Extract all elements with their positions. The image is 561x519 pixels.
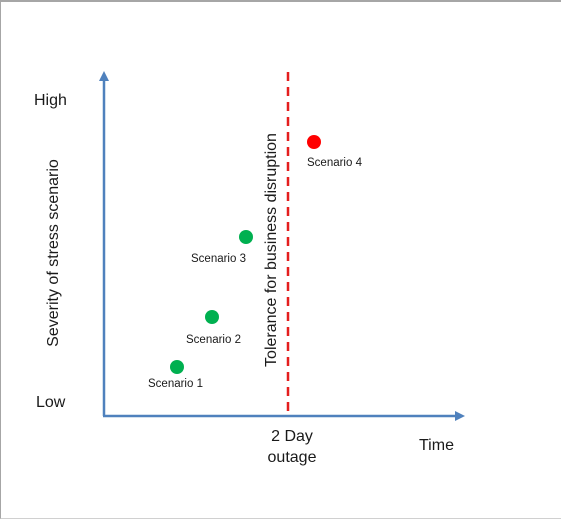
scenario-3-point (239, 230, 253, 244)
tolerance-label: Tolerance for business disruption (263, 133, 280, 367)
y-axis-title: Severity of stress scenario (45, 159, 62, 347)
y-axis-low-label: Low (36, 394, 66, 411)
y-axis-high-label: High (34, 92, 67, 109)
scenario-4-point (307, 135, 321, 149)
scenario-1-label: Scenario 1 (148, 378, 203, 390)
scenario-2-point (205, 310, 219, 324)
x-axis-marker-line2: outage (268, 449, 317, 466)
scenario-2-label: Scenario 2 (186, 334, 241, 346)
x-axis-title: Time (419, 437, 454, 454)
scenario-3-label: Scenario 3 (191, 253, 246, 265)
scenario-1-point (170, 360, 184, 374)
x-axis-marker-line1: 2 Day (271, 428, 313, 445)
scenario-4-label: Scenario 4 (307, 157, 363, 169)
